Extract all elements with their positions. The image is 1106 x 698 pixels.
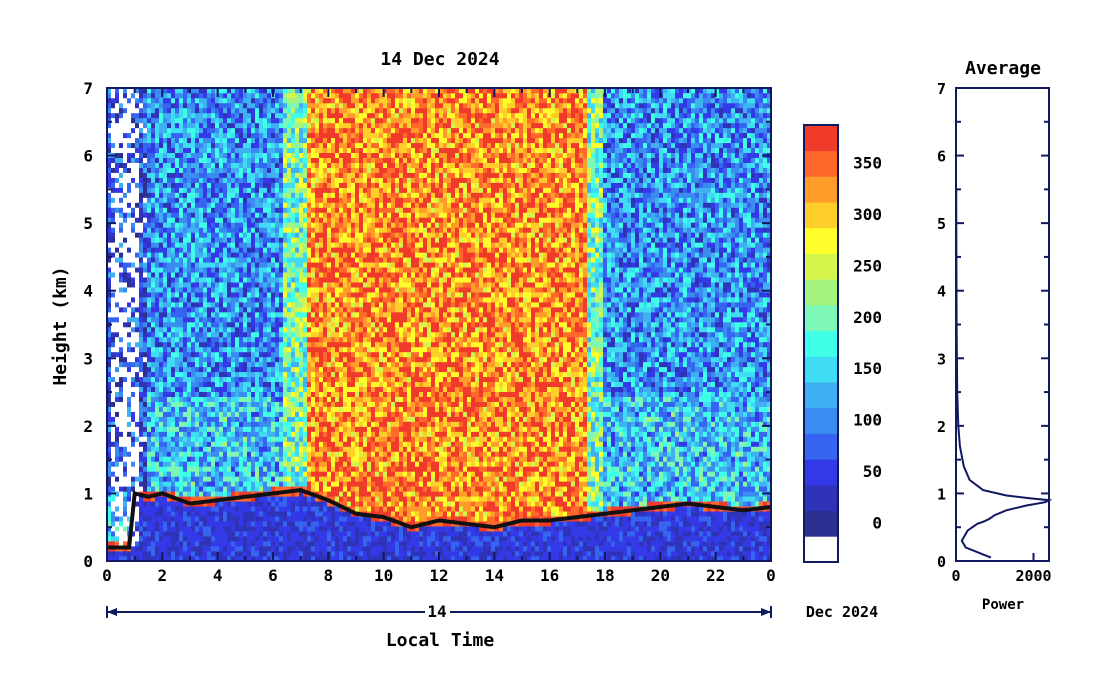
colorbar-tick-label: 350 (853, 154, 882, 173)
colorbar-swatch (804, 150, 838, 177)
x-tick-label: 10 (374, 566, 393, 585)
average-y-tick-label: 4 (937, 283, 946, 301)
colorbar-swatch (804, 202, 838, 229)
y-tick-label: 1 (83, 484, 93, 503)
x-tick-label: 0 (766, 566, 776, 585)
y-tick-label: 4 (83, 282, 93, 301)
date-bar-left-arrow (107, 608, 117, 616)
y-axis-label: Height (km) (50, 266, 71, 385)
colorbar-swatch (804, 459, 838, 486)
chart-text: 14 Dec 2024 Height (km) Local Time 14 De… (50, 49, 1041, 651)
colorbar-frame (803, 124, 839, 563)
x-tick-label: 6 (268, 566, 278, 585)
x-tick-label: 12 (429, 566, 448, 585)
colorbar-swatch (804, 279, 838, 306)
average-y-tick-label: 7 (937, 80, 946, 98)
heatmap-plot (107, 88, 772, 562)
colorbar-tick-label: 150 (853, 359, 882, 378)
y-tick-label: 3 (83, 349, 93, 368)
average-title: Average (965, 58, 1041, 79)
y-tick-label: 5 (83, 214, 93, 233)
average-plot-frame (955, 87, 1050, 562)
colorbar: 0 50 100 150 200 250 300 350 (803, 124, 882, 563)
y-tick-label: 6 (83, 147, 93, 166)
average-x-tick-label: 0 (951, 567, 960, 585)
colorbar-tick-label: 100 (853, 411, 882, 430)
colorbar-swatch (804, 536, 838, 563)
colorbar-swatch (804, 356, 838, 383)
x-tick-label: 0 (102, 566, 112, 585)
colorbar-swatch (804, 407, 838, 434)
colorbar-tick-label: 200 (853, 308, 882, 327)
x-axis-label: Local Time (386, 630, 495, 651)
colorbar-swatch (804, 176, 838, 203)
y-tick-label: 7 (83, 79, 93, 98)
average-profile-line (955, 189, 1053, 559)
x-tick-label: 8 (324, 566, 334, 585)
colorbar-swatch (804, 382, 838, 409)
x-tick-label: 2 (158, 566, 168, 585)
colorbar-tick-label: 250 (853, 256, 882, 275)
x-tick-label: 14 (485, 566, 504, 585)
colorbar-swatch (804, 510, 838, 537)
x-tick-label: 20 (651, 566, 670, 585)
date-bar-right-arrow (761, 608, 771, 616)
colorbar-tick-label: 50 (863, 462, 882, 481)
date-bar-day-label: 14 (427, 602, 446, 621)
chart-title: 14 Dec 2024 (380, 49, 499, 70)
y-tick-label: 2 (83, 417, 93, 436)
boundary-layer-trace (107, 488, 772, 550)
x-tick-label: 18 (595, 566, 614, 585)
colorbar-swatch (804, 330, 838, 357)
colorbar-swatch (804, 227, 838, 254)
average-y-tick-label: 3 (937, 350, 946, 368)
colorbar-swatch (804, 125, 838, 152)
x-tick-label: 4 (213, 566, 223, 585)
date-bar-month-label: Dec 2024 (806, 603, 878, 621)
colorbar-swatch (804, 304, 838, 332)
x-tick-label: 16 (540, 566, 559, 585)
average-x-axis-label: Power (982, 597, 1024, 613)
average-x-tick-label: 2000 (1015, 567, 1051, 585)
average-y-tick-label: 0 (937, 553, 946, 571)
average-y-tick-label: 6 (937, 148, 946, 166)
average-y-tick-label: 1 (937, 485, 946, 503)
average-y-tick-label: 5 (937, 215, 946, 233)
colorbar-tick-label: 0 (872, 513, 882, 532)
x-tick-label: 22 (706, 566, 725, 585)
colorbar-swatch (804, 433, 838, 460)
colorbar-tick-label: 300 (853, 205, 882, 224)
y-tick-label: 0 (83, 552, 93, 571)
average-y-tick-label: 2 (937, 418, 946, 436)
colorbar-swatch (804, 253, 838, 280)
average-profile-panel: 0 1 2 3 4 5 6 7 0 2000 (937, 80, 1053, 585)
colorbar-swatch (804, 484, 838, 511)
